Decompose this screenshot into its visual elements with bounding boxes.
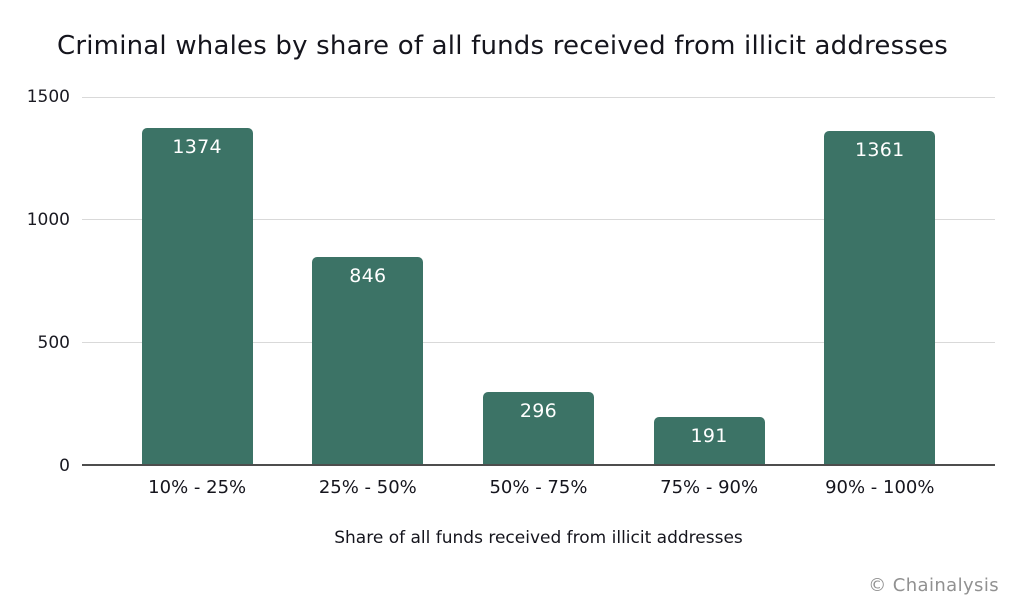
bar-value-label: 846 bbox=[349, 265, 387, 288]
gridline-1500 bbox=[82, 97, 995, 98]
y-tick-label-0: 0 bbox=[59, 456, 70, 476]
x-tick-label: 25% - 50% bbox=[318, 477, 417, 498]
chart-credit: © Chainalysis bbox=[868, 575, 999, 596]
x-tick-label: 75% - 90% bbox=[660, 477, 759, 498]
bar-value-label: 1374 bbox=[172, 135, 222, 158]
bar-value-label: 296 bbox=[519, 399, 558, 422]
bar-75-90-: 191 75% - 90% bbox=[653, 417, 765, 498]
x-axis-title: Share of all funds received from illicit… bbox=[334, 528, 743, 548]
bar-90-100-: 1361 90% - 100% bbox=[824, 131, 936, 498]
y-axis-tick-labels: 0 500 1000 1500 bbox=[0, 88, 70, 475]
bars-container: 1374 10% - 25% 846 25% - 50% 296 50% - 75% 191… bbox=[82, 97, 995, 498]
gridline-500 bbox=[82, 341, 995, 343]
gridline-1000 bbox=[82, 219, 995, 221]
bar-value-label: 1361 bbox=[855, 139, 905, 162]
x-tick-label: 90% - 100% bbox=[825, 477, 935, 498]
x-tick-label: 50% - 75% bbox=[489, 477, 588, 498]
bar-10-25-: 1374 10% - 25% bbox=[141, 127, 253, 498]
bar-50-75-: 296 50% - 75% bbox=[482, 391, 594, 498]
y-tick-label-1500: 1500 bbox=[26, 87, 70, 107]
y-tick-label-500: 500 bbox=[37, 332, 70, 353]
x-tick-label: 10% - 25% bbox=[148, 477, 247, 498]
bar-value-label: 191 bbox=[690, 425, 728, 448]
bar-25-50-: 846 25% - 50% bbox=[312, 257, 424, 498]
plot-area: 1374 10% - 25% 846 25% - 50% 296 50% - 75% 191… bbox=[82, 97, 995, 498]
chart-title: Criminal whales by share of all funds re… bbox=[57, 31, 949, 61]
y-tick-label-1000: 1000 bbox=[26, 209, 70, 230]
